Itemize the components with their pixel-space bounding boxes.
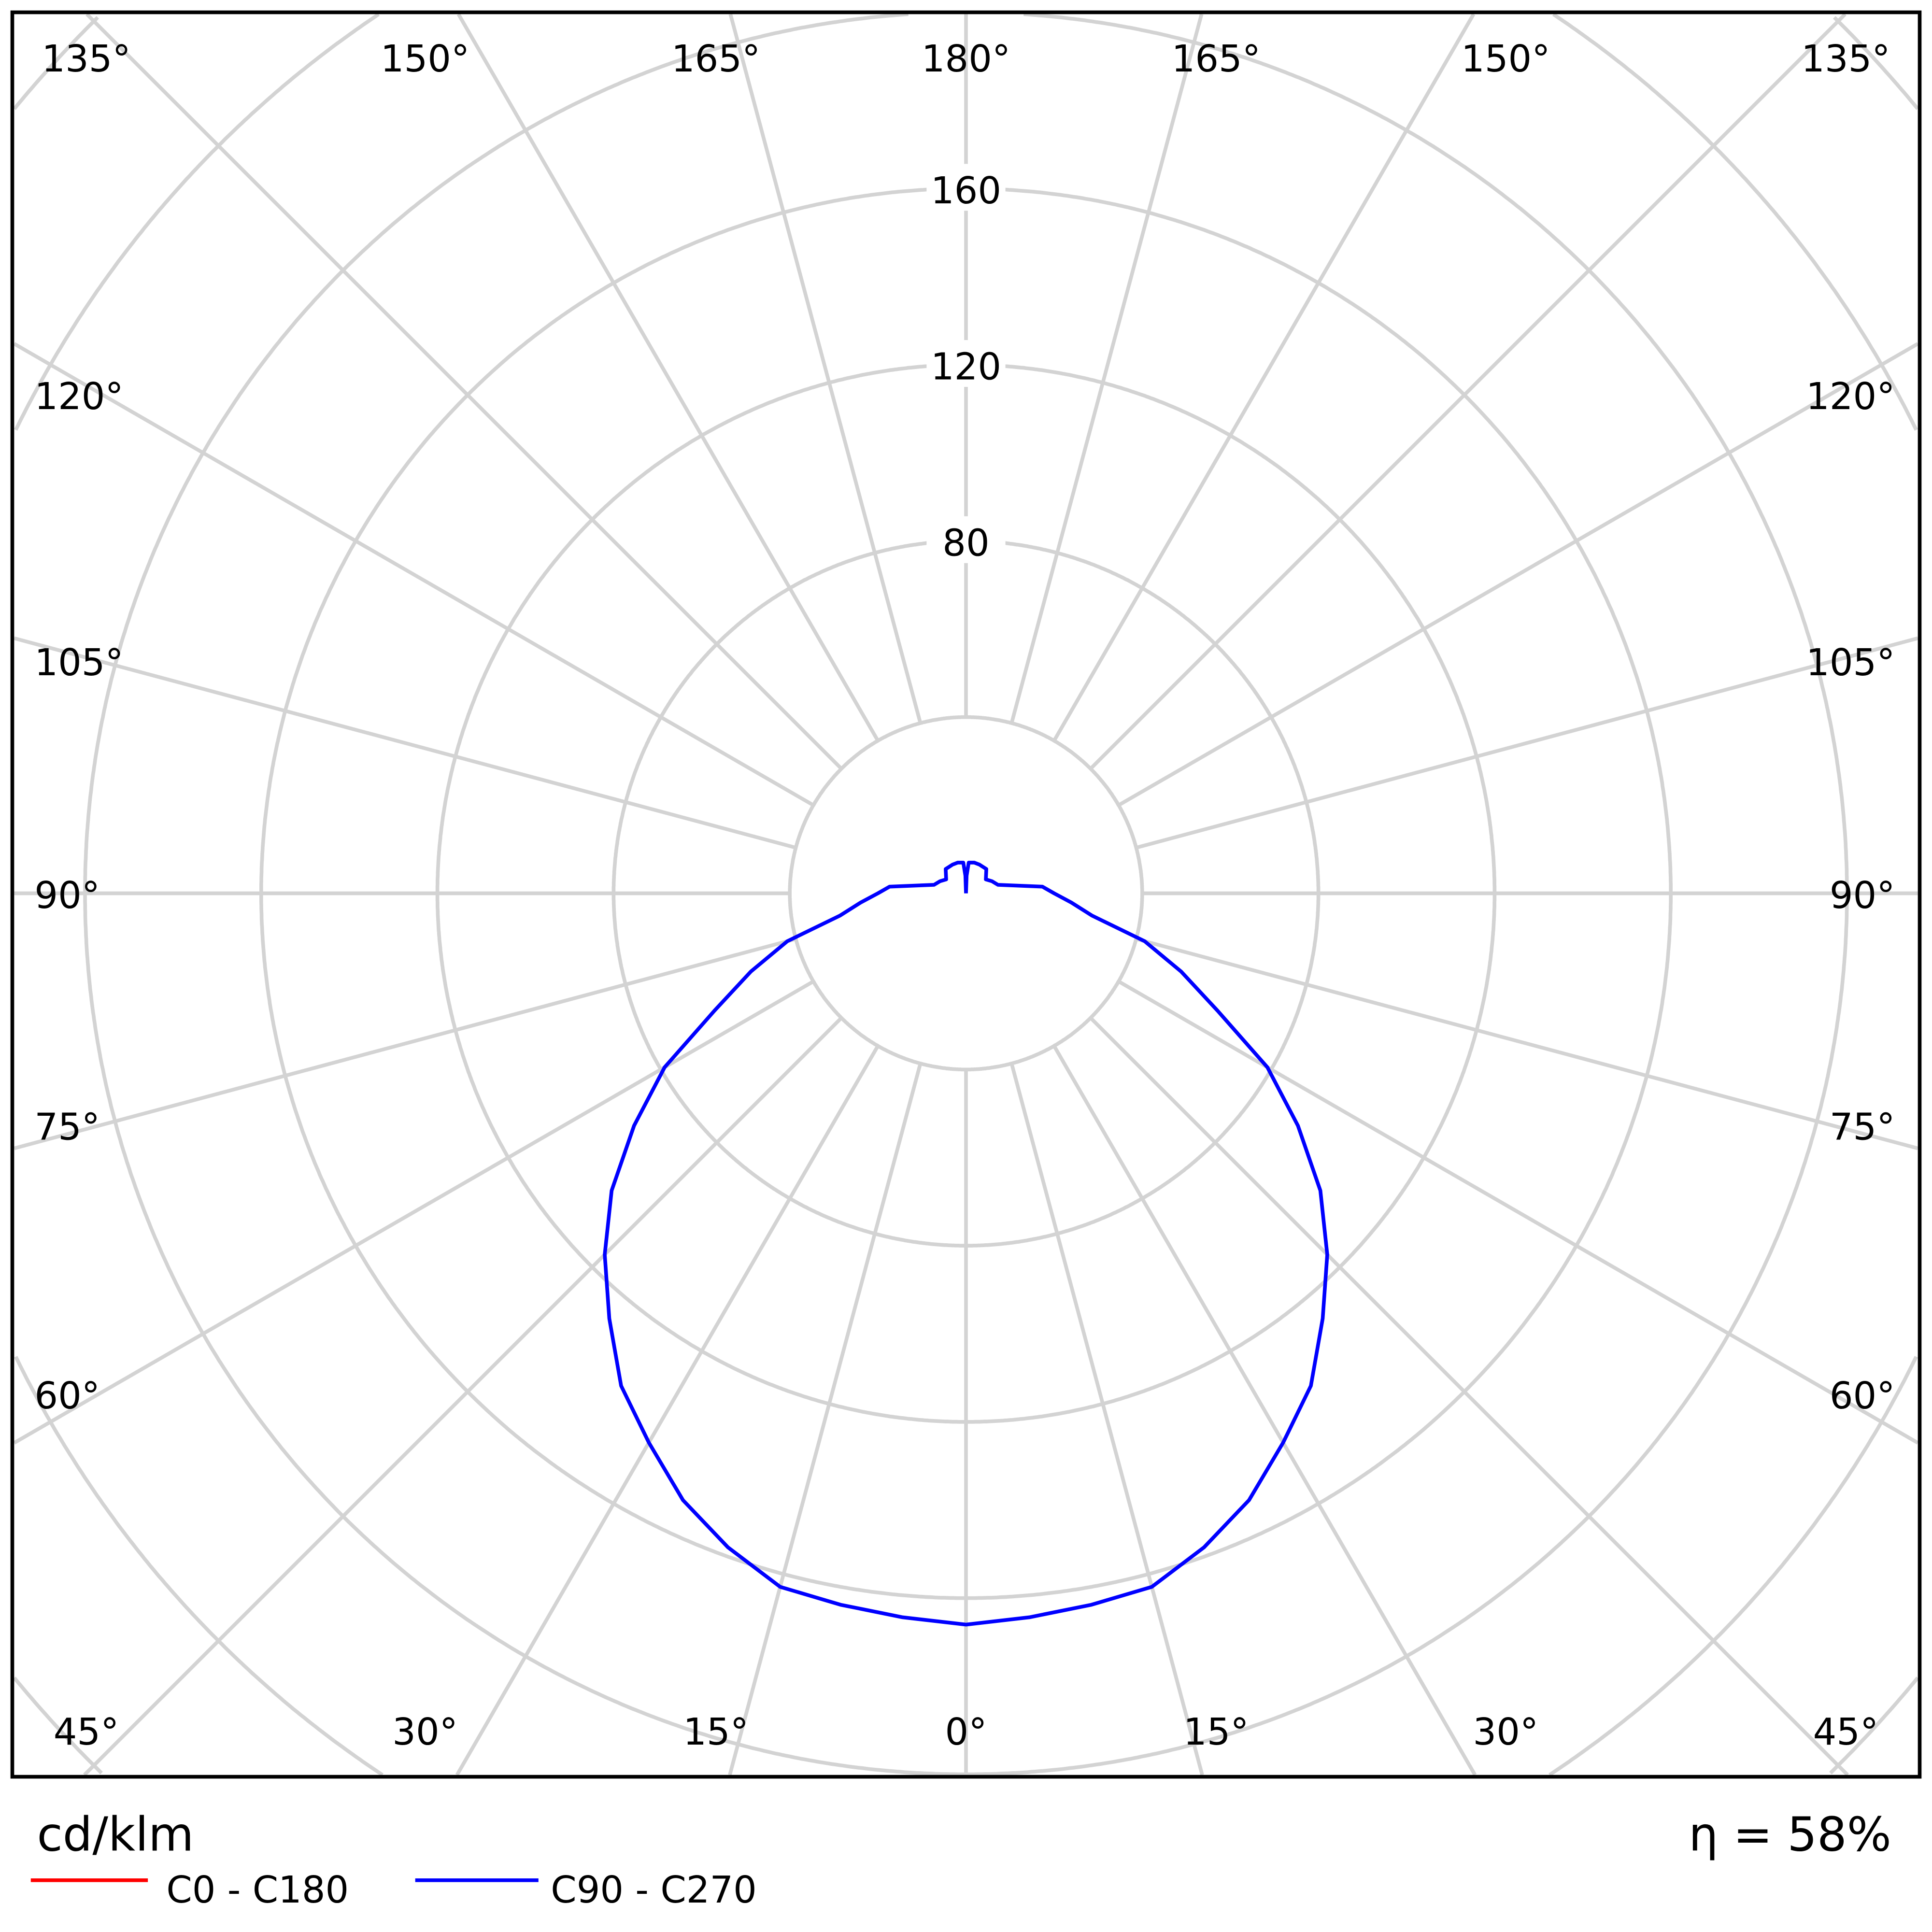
angle-label-bottom: 45° bbox=[1813, 1711, 1879, 1754]
grid-spoke bbox=[1009, 1063, 1204, 1776]
angle-label-left: 90° bbox=[34, 874, 100, 917]
angle-label-bottom: 15° bbox=[1183, 1711, 1249, 1754]
grid-spoke bbox=[455, 1045, 880, 1776]
plot-frame bbox=[10, 10, 1922, 1779]
angle-label-bottom: 0° bbox=[945, 1711, 987, 1754]
legend-label-c0: C0 - C180 bbox=[166, 1869, 349, 1912]
angle-label-bottom: 45° bbox=[54, 1711, 119, 1754]
angle-label-right: 90° bbox=[1830, 874, 1895, 917]
angle-label-top: 165° bbox=[1172, 38, 1261, 81]
grid-spoke bbox=[85, 13, 843, 770]
grid-spoke bbox=[728, 1063, 923, 1776]
angle-label-bottom: 30° bbox=[1473, 1711, 1539, 1754]
grid-spoke bbox=[13, 980, 814, 1445]
angle-label-top: 150° bbox=[1461, 38, 1550, 81]
grid-ring-240 bbox=[14, 13, 1918, 1776]
angle-label-bottom: 30° bbox=[392, 1711, 458, 1754]
angle-label-left: 60° bbox=[34, 1375, 100, 1418]
radial-tick-label: 160 bbox=[931, 170, 1001, 213]
series-curve-1 bbox=[603, 861, 1329, 1627]
labels: 80 120 160 135° 150° 165° 180° 165° 150° 135° 45° 3… bbox=[34, 38, 1895, 1754]
unit-label: cd/klm bbox=[37, 1807, 194, 1862]
angle-label-left: 75° bbox=[34, 1106, 100, 1149]
grid-spoke bbox=[83, 1016, 843, 1776]
grid-spoke bbox=[1089, 1016, 1849, 1776]
grid-spoke bbox=[456, 13, 880, 742]
angle-label-right: 75° bbox=[1830, 1106, 1895, 1149]
angle-label-right: 60° bbox=[1830, 1375, 1895, 1418]
angle-label-right: 105° bbox=[1806, 641, 1895, 684]
angle-label-left: 120° bbox=[34, 375, 123, 418]
grid-spoke bbox=[1052, 13, 1476, 742]
legend-label-c90: C90 - C270 bbox=[551, 1869, 757, 1912]
grid-spoke bbox=[1009, 14, 1204, 724]
radial-tick-label: 120 bbox=[931, 346, 1001, 389]
grid-ring-280 bbox=[13, 16, 1919, 1775]
grid-spoke bbox=[728, 14, 923, 724]
grid-spoke bbox=[13, 342, 814, 807]
radial-tick-label: 80 bbox=[942, 522, 989, 565]
angle-label-top: 150° bbox=[381, 38, 469, 81]
grid-spoke bbox=[1136, 636, 1918, 850]
tick-label-bg bbox=[926, 516, 1006, 563]
grid-spoke bbox=[1052, 1045, 1477, 1776]
angle-label-top: 180° bbox=[922, 38, 1010, 81]
efficiency-label: η = 58% bbox=[1689, 1807, 1891, 1862]
polar-grid bbox=[13, 12, 1919, 1776]
angle-label-top: 135° bbox=[42, 38, 130, 81]
grid-spoke bbox=[1118, 980, 1919, 1445]
grid-spoke bbox=[1136, 937, 1918, 1151]
angle-label-left: 105° bbox=[34, 641, 123, 684]
angle-label-top: 165° bbox=[671, 38, 760, 81]
angle-label-right: 120° bbox=[1806, 375, 1895, 418]
grid-spoke bbox=[1118, 342, 1919, 807]
angle-label-top: 135° bbox=[1801, 38, 1890, 81]
grid-spoke bbox=[1089, 13, 1847, 770]
grid-spoke bbox=[14, 636, 796, 850]
angle-label-bottom: 15° bbox=[683, 1711, 749, 1754]
curves bbox=[603, 861, 1329, 1627]
grid-spoke bbox=[14, 937, 796, 1151]
tick-label-bg bbox=[926, 340, 1006, 387]
tick-label-bg bbox=[926, 164, 1006, 211]
grid-ring-200 bbox=[83, 12, 1849, 1776]
